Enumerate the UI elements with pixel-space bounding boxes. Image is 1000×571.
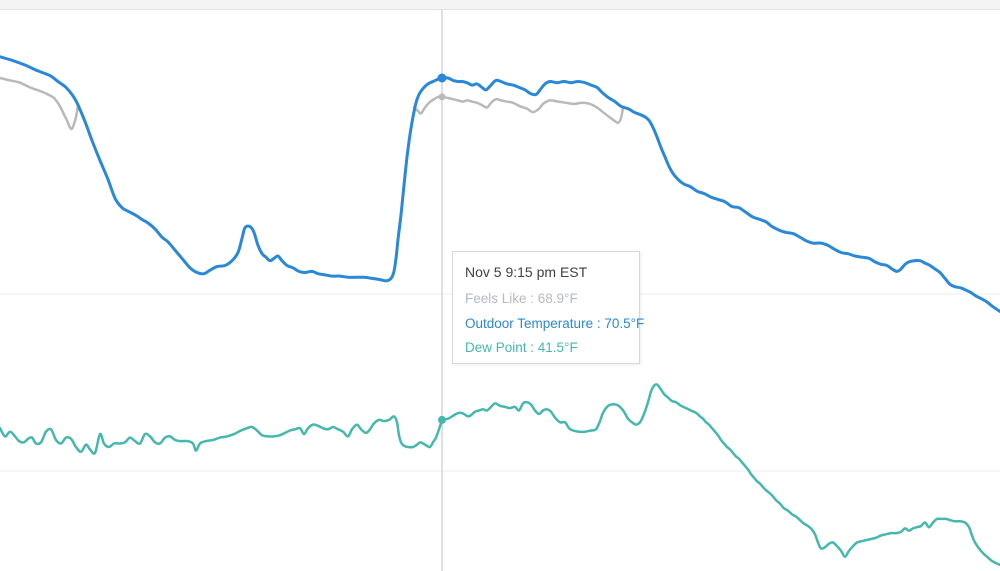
tooltip-row-feels-like: Feels Like : 68.9°F <box>465 291 578 306</box>
chart-tooltip: Nov 5 9:15 pm EST Feels Like : 68.9°F Ou… <box>452 251 645 364</box>
tooltip-row-dew-point: Dew Point : 41.5°F <box>465 340 578 355</box>
series-outdoor-temperature <box>0 55 1000 313</box>
tooltip-row-outdoor-temperature: Outdoor Temperature : 70.5°F <box>465 315 645 331</box>
hover-dot-feels-like <box>438 93 446 101</box>
tooltip-timestamp: Nov 5 9:15 pm EST <box>465 264 588 280</box>
series-dew-point <box>0 383 1000 567</box>
series-feels-like <box>0 76 80 131</box>
hover-dot-outdoor-temperature <box>437 73 447 83</box>
top-bar <box>0 0 1000 10</box>
series-feels-like <box>412 95 625 125</box>
hover-dot-dew-point <box>438 415 446 424</box>
